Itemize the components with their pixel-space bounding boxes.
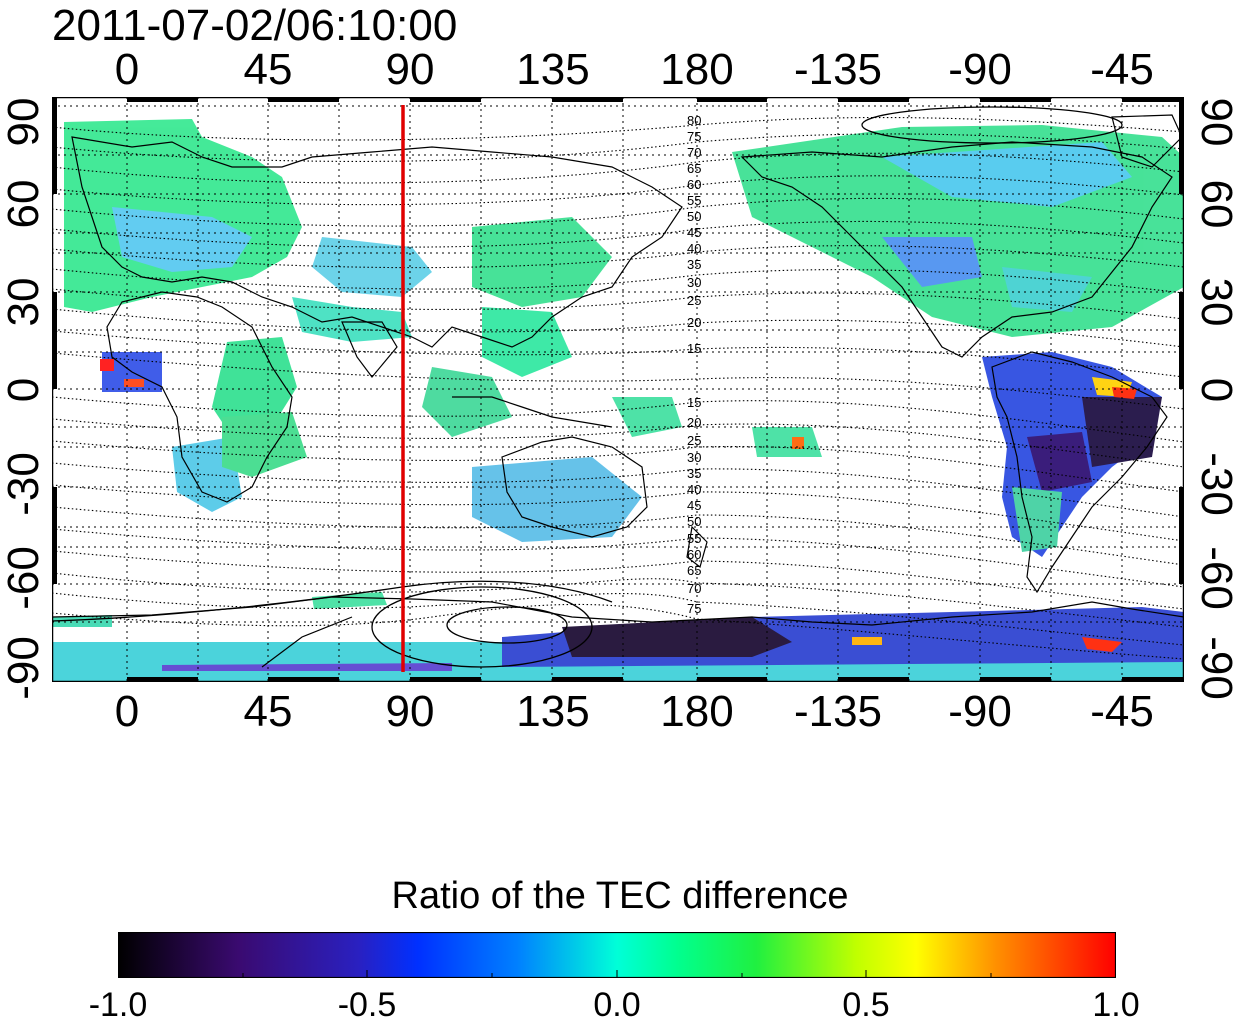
colorbar-tick: 1.0	[1092, 986, 1140, 1024]
colorbar-tick: 0.0	[593, 986, 641, 1024]
right-y-tick: -30	[1192, 452, 1240, 516]
colorbar-tick: -1.0	[88, 986, 148, 1024]
contour-label-north: 50	[687, 209, 701, 224]
colorbar	[118, 932, 1116, 978]
colorbar-gradient	[118, 932, 1116, 978]
contour-label-south: 35	[687, 466, 701, 481]
bottom-x-tick: -90	[948, 687, 1012, 736]
right-y-tick: 90	[1192, 97, 1240, 147]
contour-label-north: 35	[687, 257, 701, 272]
contour-label-north: 80	[687, 113, 701, 128]
contour-label-north: 40	[687, 241, 701, 256]
colorbar-tick: -0.5	[337, 986, 397, 1024]
left-y-tick: -90	[0, 636, 48, 700]
contour-label-north: 65	[687, 161, 701, 176]
contour-label-north: 70	[687, 145, 701, 160]
top-x-tick: -135	[793, 45, 883, 94]
magnetic-contours	[52, 116, 1184, 660]
left-y-tick: -60	[0, 546, 48, 610]
coastlines	[52, 114, 1184, 668]
contour-label-south: 55	[687, 531, 701, 546]
contour-label-south: 15	[687, 395, 701, 410]
colorbar-tick: 0.5	[842, 986, 890, 1024]
contour-label-south: 45	[687, 498, 701, 513]
top-x-tick: 45	[243, 45, 293, 94]
top-x-tick: 90	[385, 45, 435, 94]
top-x-tick: -90	[948, 45, 1012, 94]
top-x-tick: 135	[516, 45, 590, 94]
contour-label-north: 20	[687, 315, 701, 330]
contour-label-south: 30	[687, 450, 701, 465]
right-y-tick: 0	[1192, 377, 1240, 403]
bottom-x-tick: 45	[243, 687, 293, 736]
contour-label-north: 60	[687, 177, 701, 192]
contour-label-south: 25	[687, 433, 701, 448]
bottom-x-tick: 0	[114, 687, 140, 736]
left-y-tick: 30	[0, 277, 48, 327]
tec-map: 80 75 70 65 60 55 50 45 40 35 30 25 20 1…	[52, 97, 1184, 682]
bottom-x-tick: 180	[660, 687, 734, 736]
top-x-tick: -45	[1090, 45, 1154, 94]
contour-label-north: 55	[687, 193, 701, 208]
left-y-tick: 60	[0, 179, 48, 229]
bottom-x-tick: 135	[516, 687, 590, 736]
right-y-tick: -90	[1192, 636, 1240, 700]
contour-labels: 80 75 70 65 60 55 50 45 40 35 30 25 20 1…	[687, 113, 701, 616]
top-x-tick: 180	[660, 45, 734, 94]
contour-label-south: 40	[687, 482, 701, 497]
contour-label-north: 25	[687, 293, 701, 308]
contour-label-north: 30	[687, 275, 701, 290]
axis-tick-bars	[52, 97, 1184, 682]
contour-label-north: 75	[687, 129, 701, 144]
tec-data-layer	[52, 119, 1184, 682]
contour-label-north: 45	[687, 225, 701, 240]
bottom-x-tick: 90	[385, 687, 435, 736]
right-y-tick: -60	[1192, 546, 1240, 610]
contour-label-south: 50	[687, 514, 701, 529]
right-y-tick: 60	[1192, 179, 1240, 229]
colorbar-ticks	[242, 970, 992, 978]
contour-label-south: 70	[687, 581, 701, 596]
contour-label-south: 60	[687, 547, 701, 562]
left-y-tick: 90	[0, 97, 48, 147]
colorbar-title: Ratio of the TEC difference	[391, 875, 849, 917]
left-y-tick: 0	[0, 377, 48, 403]
bottom-x-tick: -45	[1090, 687, 1154, 736]
right-y-tick: 30	[1192, 277, 1240, 327]
contour-label-south: 20	[687, 415, 701, 430]
contour-label-south: 75	[687, 601, 701, 616]
contour-label-south: 65	[687, 563, 701, 578]
contour-label-north: 15	[687, 341, 701, 356]
bottom-x-tick: -135	[793, 687, 883, 736]
timestamp-title: 2011-07-02/06:10:00	[52, 1, 458, 50]
top-x-tick: 0	[114, 45, 140, 94]
left-y-tick: -30	[0, 452, 48, 516]
